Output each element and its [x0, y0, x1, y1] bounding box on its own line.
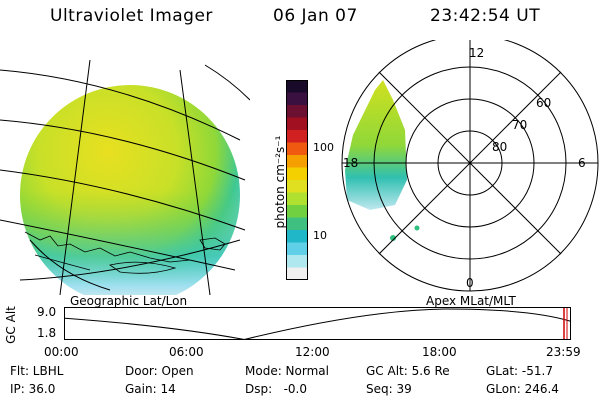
geographic-image — [0, 59, 250, 295]
altitude-plot-frame — [64, 307, 571, 340]
altitude-ytick-max: 9.0 — [37, 305, 57, 319]
lat-lon-grid — [0, 59, 250, 295]
mlat-label-60: 60 — [536, 96, 552, 110]
info-seq: Seq: 39 — [366, 382, 412, 396]
mlt-label-dawn: 6 — [578, 156, 586, 170]
info-dsp: Dsp: -0.0 — [245, 382, 308, 396]
info-filter: Flt: LBHL — [10, 364, 64, 378]
colorbar-tick-100: 100 — [313, 141, 334, 154]
emission-spot — [390, 235, 396, 241]
image-date: 06 Jan 07 — [273, 6, 358, 26]
colorbar-stripe — [286, 242, 308, 256]
colorbar-stripe — [286, 230, 308, 243]
colorbar-stripe — [286, 255, 308, 268]
time-tick-1200: 12:00 — [295, 345, 330, 359]
colorbar-label: photon cm⁻²s⁻¹ — [273, 135, 287, 229]
altitude-curve — [64, 308, 572, 341]
mlt-label-midnight: 0 — [466, 276, 474, 290]
image-time: 23:42:54 UT — [430, 6, 541, 26]
mlt-label-dusk: 18 — [343, 156, 359, 170]
coastlines — [24, 231, 226, 274]
emission-spot — [414, 225, 420, 231]
polar-panel-label: Apex MLat/MLT — [426, 294, 516, 308]
colorbar-stripe — [286, 180, 308, 193]
aurora-region — [20, 190, 240, 295]
geo-panel-label: Geographic Lat/Lon — [70, 294, 188, 308]
colorbar-stripe — [286, 142, 308, 156]
colorbar-stripe — [286, 92, 308, 106]
time-tick-2359: 23:59 — [546, 345, 581, 359]
time-tick-0600: 06:00 — [169, 345, 204, 359]
info-mode: Mode: Normal — [245, 364, 329, 378]
info-gain: Gain: 14 — [125, 382, 176, 396]
colorbar-stripe — [286, 192, 308, 206]
polar-mlat-mlt-plot — [341, 40, 599, 292]
colorbar-stripe — [286, 130, 308, 143]
time-tick-1800: 18:00 — [422, 345, 457, 359]
colorbar-stripe — [286, 117, 308, 131]
altitude-axis-label: GC Alt — [3, 306, 18, 344]
altitude-ytick-min: 1.8 — [37, 326, 57, 340]
altitude-plot — [64, 307, 572, 341]
info-gc-alt: GC Alt: 5.6 Re — [366, 364, 450, 378]
colorbar-stripe — [286, 155, 308, 168]
intensity-colorbar — [286, 80, 308, 280]
time-tick-0000: 00:00 — [44, 345, 79, 359]
instrument-title: Ultraviolet Imager — [50, 6, 213, 26]
colorbar-stripe — [286, 217, 308, 231]
colorbar-frame — [286, 80, 308, 280]
colorbar-stripe — [286, 80, 308, 93]
info-glon: GLon: 246.4 — [486, 382, 559, 396]
mlt-label-noon: 12 — [469, 46, 485, 60]
colorbar-stripe — [286, 167, 308, 181]
colorbar-stripe — [286, 205, 308, 218]
colorbar-tick-10: 10 — [313, 229, 327, 242]
mlat-label-80: 80 — [492, 140, 508, 154]
colorbar-stripe — [286, 267, 308, 280]
mlat-label-70: 70 — [512, 118, 528, 132]
polar-grid — [341, 40, 599, 292]
info-glat: GLat: -51.7 — [486, 364, 553, 378]
info-door: Door: Open — [125, 364, 194, 378]
info-ip: IP: 36.0 — [10, 382, 56, 396]
colorbar-stripe — [286, 105, 308, 118]
